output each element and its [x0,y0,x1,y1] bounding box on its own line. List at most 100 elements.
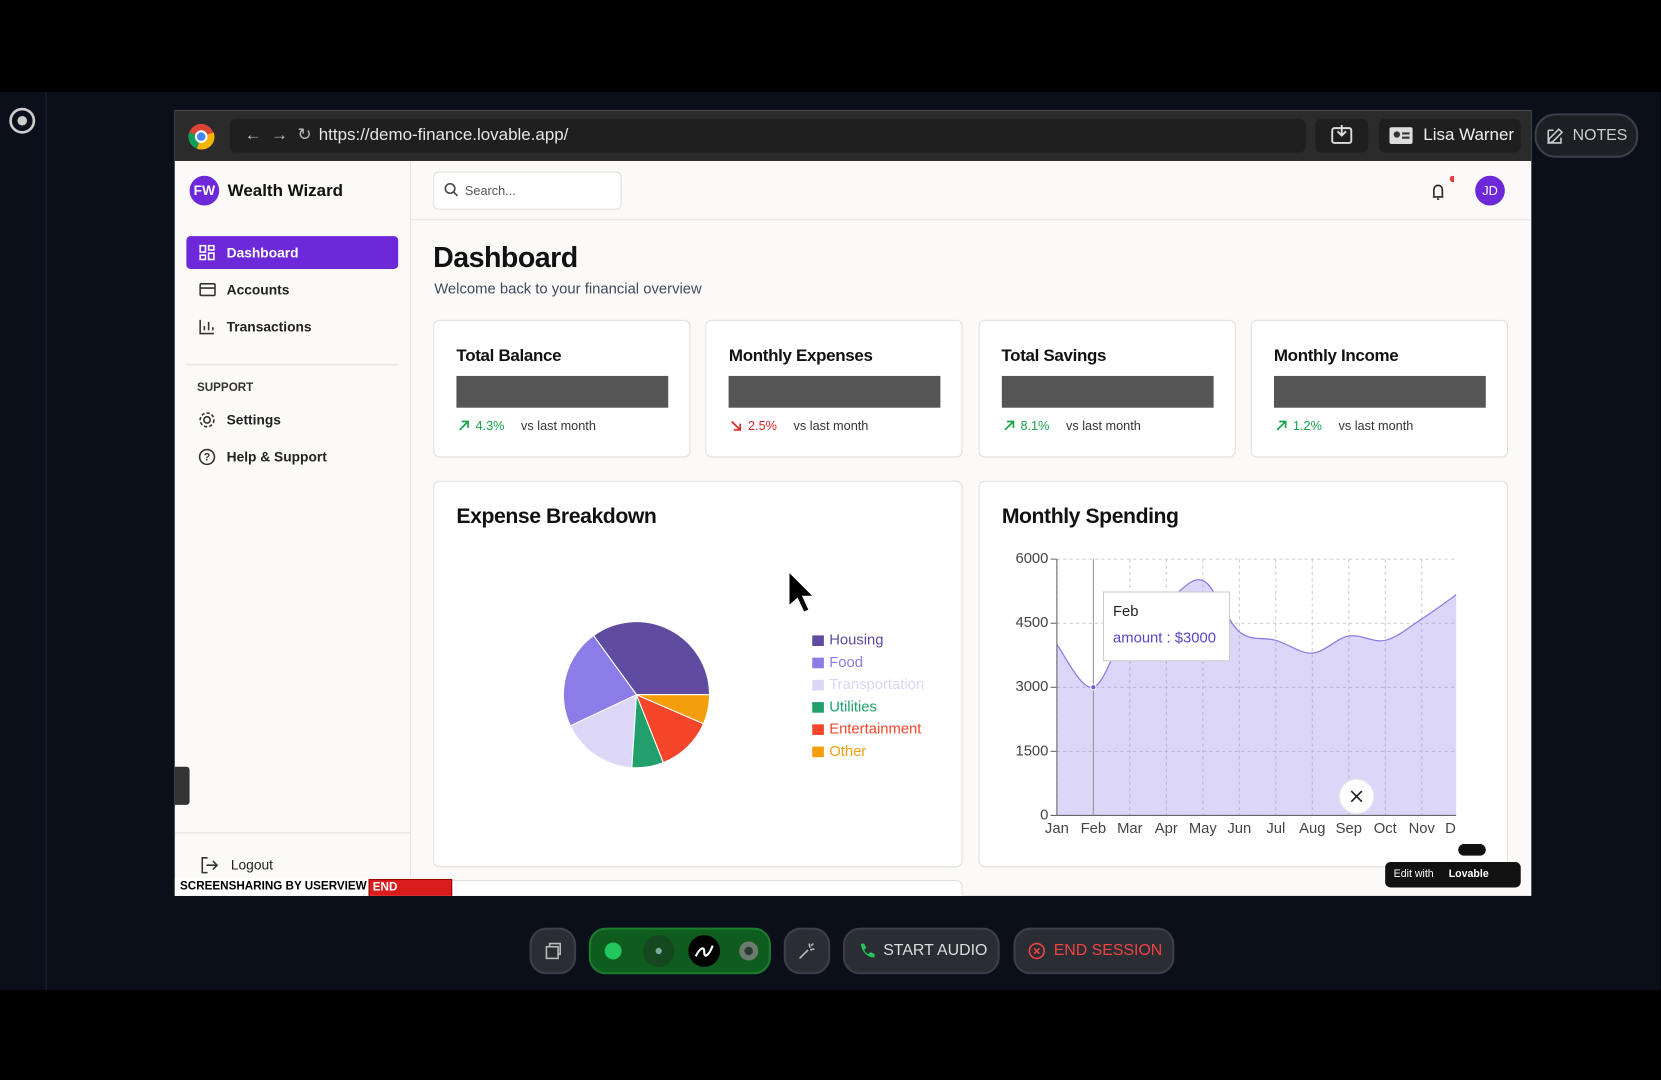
x-tick-label: Oct [1374,821,1397,837]
chrome-icon [188,123,215,150]
pie-slice [635,693,705,764]
legend-swatch [812,635,824,646]
x-tick-label: Jun [1227,821,1251,837]
toolbar-button[interactable] [529,927,577,975]
close-icon [1350,790,1363,803]
end-session[interactable]: END SESSION [1013,927,1175,975]
pie-slice [569,693,638,769]
nav-buttons[interactable]: ← → ↻ [244,126,312,145]
start-audio[interactable]: START AUDIO [842,927,1000,975]
stat-note: vs last month [1338,418,1414,434]
toolbar-group [588,927,771,975]
y-tick-label: 3000 [1015,679,1048,695]
profile-name: Lisa Warner [1423,126,1515,145]
chart-title: Monthly Spending [1001,505,1179,529]
trend-arrow [1003,420,1014,431]
logout[interactable]: Logout [186,848,398,881]
trend-icon [459,420,469,431]
legend-swatch [812,657,824,669]
logo: FW [189,175,220,206]
legend-label: Transportation [829,677,924,693]
recording-icon [9,107,36,134]
watermark-end[interactable]: END SESSION [368,878,453,896]
nav-item[interactable]: Accounts [186,273,398,306]
tooltip-box [1102,591,1231,662]
watermark-text: SCREENSHARING BY USERVIEW [180,880,367,893]
stat-change: 8.1% [1020,418,1050,434]
notes-label: NOTES [1572,126,1628,145]
svg-text:?: ? [204,451,210,463]
separator [174,832,410,834]
x-tick-label: Feb [1081,821,1107,837]
legend-label: Entertainment [829,722,921,738]
end-session-label: END SESSION [1053,941,1163,960]
edit-label: Edit with [1393,868,1434,881]
x-tick-label: Jul [1266,821,1285,837]
legend-swatch [812,724,824,735]
stat-card: Total Savings 8.1% vs last month [978,319,1236,458]
y-tick-label: 1500 [1015,743,1048,759]
nav-label: Settings [226,411,281,428]
toolbar-button[interactable] [783,927,831,975]
tooltip-text: amount : $3000 [1113,630,1216,646]
side-tab[interactable] [174,766,190,805]
nav-label: Accounts [226,281,290,298]
topbar-border [410,219,1532,221]
pie-slice [592,621,711,696]
browser-window: ← → ↻ https://demo-finance.lovable.app/ … [174,110,1532,896]
divider [45,92,47,991]
nav-label: Logout [230,856,273,873]
plot: 0 1500 3000 4500 6000 Jan Feb Mar Apr May Jun Jul Au… [1015,551,1457,837]
separator [186,364,399,366]
chart-card: Expense Breakdown [433,480,963,868]
nav-label: Help & Support [226,449,327,465]
browser-toolbar: ← → ↻ https://demo-finance.lovable.app/ … [174,110,1532,161]
edit-badge[interactable]: Edit with Lovable [1385,862,1521,888]
legend-swatch [812,679,824,691]
lovable-label: Lovable [1448,868,1489,881]
nav-item[interactable]: Settings [186,403,398,436]
search-box[interactable]: Search... [433,171,622,210]
avatar[interactable]: JD [1475,175,1505,206]
mouse-cursor [788,570,815,613]
stat-change: 1.2% [1292,418,1322,434]
stat-change: 4.3% [475,418,505,434]
legend-swatch [812,746,824,758]
stat-title: Monthly Expenses [728,347,873,366]
trend-arrow [731,420,742,431]
section-heading: SUPPORT [196,381,254,394]
brand: Wealth Wizard [227,182,344,201]
page-title: Dashboard [433,241,578,274]
nav-label: Transactions [226,318,312,335]
nav-item[interactable]: Dashboard [186,236,399,269]
notifications[interactable] [1422,175,1455,208]
x-tick-label: Mar [1117,821,1143,837]
stat-note: vs last month [1065,418,1141,434]
stat-note: vs last month [521,418,596,434]
x-tick-label: Sep [1336,821,1362,837]
trend-icon [1276,420,1287,431]
nav-item[interactable]: ? Help & Support [186,441,398,474]
legend-label: Utilities [829,699,877,715]
chart-title: Expense Breakdown [456,505,657,529]
toggle[interactable] [1458,844,1486,856]
profile-button[interactable]: Lisa Warner [1378,118,1521,153]
trend-icon [731,420,742,431]
x-tick-label: May [1189,821,1218,837]
url: https://demo-finance.lovable.app/ [318,126,569,145]
legend-label: Food [829,655,863,671]
tooltip-title: Feb [1113,604,1139,620]
install-button[interactable] [1315,118,1369,153]
notes-button[interactable]: NOTES [1534,113,1639,158]
address-bar[interactable]: ← → ↻ https://demo-finance.lovable.app/ [229,118,1306,153]
trend-arrow [459,420,469,431]
x-tick-label: Apr [1155,821,1178,837]
stat-value [1273,375,1486,408]
legend-label: Other [829,744,866,760]
x-tick-label: Aug [1299,821,1325,837]
y-tick-label: 6000 [1015,551,1048,567]
chart-card: Monthly Spending [978,480,1509,868]
nav-item[interactable]: Transactions [186,310,398,343]
